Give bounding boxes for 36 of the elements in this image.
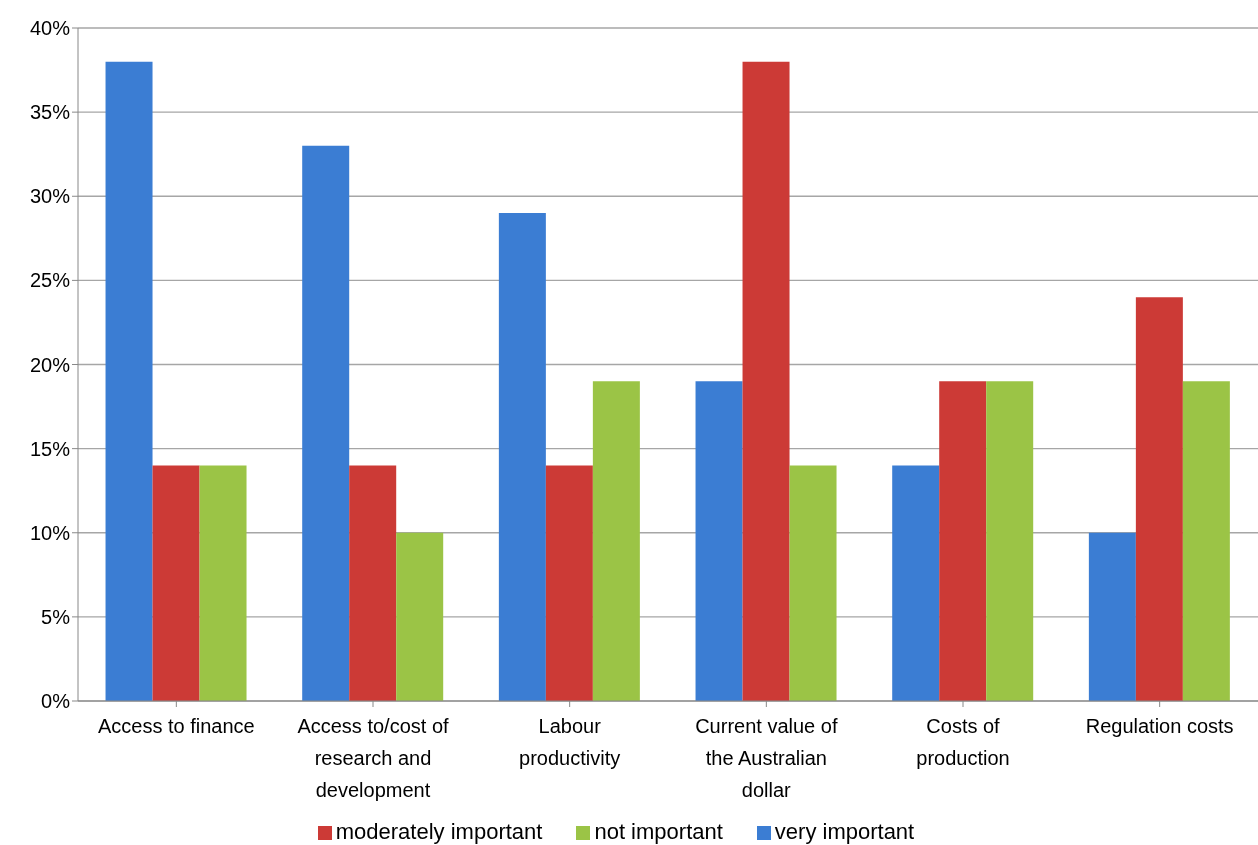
y-tick-label: 10% [29, 521, 71, 544]
legend-label: very important [774, 819, 915, 844]
bar [986, 381, 1034, 701]
y-tick-label: 20% [29, 353, 71, 376]
bar [789, 465, 837, 701]
x-tick-label: Access to/cost of research and development [297, 715, 450, 801]
bar [892, 465, 940, 701]
bar [349, 465, 397, 701]
x-tick-label: Access to finance [97, 715, 255, 737]
bar [1135, 297, 1183, 701]
x-tick-label: Current value of the Australian dollar [695, 715, 838, 801]
y-tick-label: 40% [29, 17, 71, 40]
x-tick-label: Costs of production [916, 715, 1010, 769]
y-tick-label: 25% [29, 269, 71, 292]
bar [105, 61, 153, 701]
bar [199, 465, 247, 701]
bar [742, 61, 790, 701]
bar [939, 381, 987, 701]
y-tick-label: 5% [41, 605, 71, 628]
bar [592, 381, 640, 701]
bar [152, 465, 200, 701]
y-tick-label: 15% [29, 437, 71, 460]
y-tick-label: 35% [29, 101, 71, 124]
bar [545, 465, 593, 701]
bar [1182, 381, 1230, 701]
bar [1088, 532, 1136, 701]
legend-label: moderately important [335, 819, 543, 844]
bar [302, 145, 350, 701]
y-tick-label: 30% [29, 185, 71, 208]
y-tick-label: 0% [41, 690, 71, 713]
bar [498, 213, 546, 701]
x-tick-label: Regulation costs [1085, 715, 1234, 737]
bar [396, 532, 444, 701]
legend-label: not important [594, 819, 723, 844]
bar [695, 381, 743, 701]
x-tick-label: Labour productivity [519, 715, 621, 769]
